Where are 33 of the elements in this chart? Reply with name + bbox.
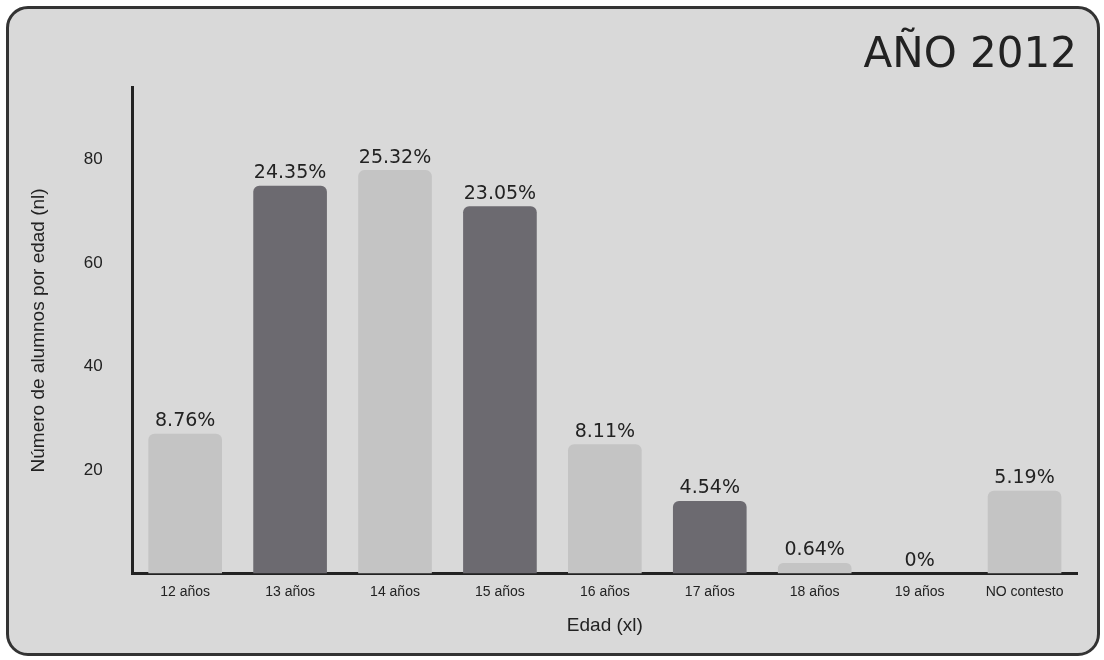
bar [568,444,642,574]
x-tick-label: 18 años [789,582,840,599]
x-tick-label: 13 años [265,582,316,599]
x-tick-label: 15 años [475,582,525,599]
bar [987,490,1062,574]
y-tick-label: 20 [83,459,103,479]
annotation: 8.76% [154,408,216,431]
x-tick-label: 17 años [684,582,735,599]
bar [253,185,327,574]
annotation: 8.11% [574,418,636,441]
annotation: 0.64% [784,537,845,560]
bar [777,563,852,574]
y-tick-label: 60 [83,252,103,272]
x-tick-label: 14 años [370,582,420,599]
annotation: 25.32% [358,144,432,167]
annotation: 23.05% [463,180,537,203]
y-axis-title: Número de alumnos por edad (nl) [26,188,48,473]
annotation: 5.19% [994,465,1055,488]
bar [672,501,747,574]
x-tick-label: 19 años [894,582,945,599]
annotation: 4.54% [679,475,740,498]
bar [358,170,432,574]
x-tick-label: NO contesto [985,582,1064,599]
x-tick-label: 16 años [579,582,630,599]
annotation: 0% [904,547,935,570]
x-axis-title: Edad (xl) [566,613,643,635]
x-tick-label: 12 años [160,582,211,599]
y-tick-label: 80 [83,149,103,169]
annotation: 24.35% [253,160,327,183]
chart-title: AÑO 2012 [863,27,1077,78]
bar [463,206,537,574]
y-tick-label: 40 [83,356,103,376]
bar [148,433,222,574]
